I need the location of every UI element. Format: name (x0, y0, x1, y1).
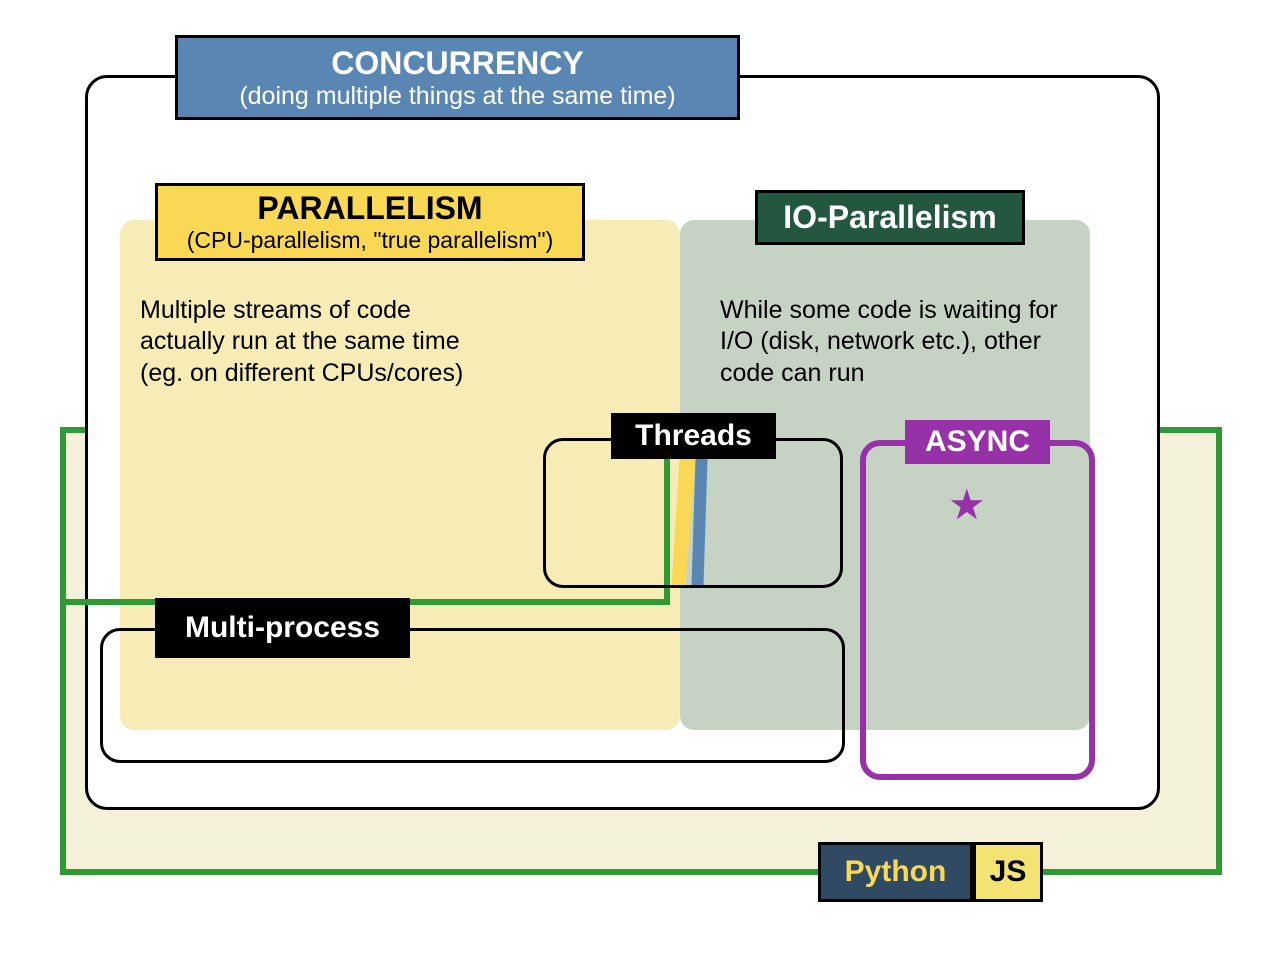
js-badge-text: JS (990, 855, 1027, 890)
async-label-text: ASYNC (925, 425, 1030, 460)
python-badge: Python (818, 842, 973, 902)
multiprocess-label: Multi-process (155, 598, 410, 658)
threads-label-text: Threads (635, 419, 752, 454)
concurrency-diagram: CONCURRENCY (doing multiple things at th… (0, 0, 1280, 960)
star-icon: ★ (948, 480, 986, 529)
async-label: ASYNC (905, 420, 1050, 464)
python-badge-text: Python (845, 855, 947, 890)
threads-label: Threads (611, 413, 776, 459)
multiprocess-label-text: Multi-process (185, 611, 380, 646)
js-badge: JS (973, 842, 1043, 902)
